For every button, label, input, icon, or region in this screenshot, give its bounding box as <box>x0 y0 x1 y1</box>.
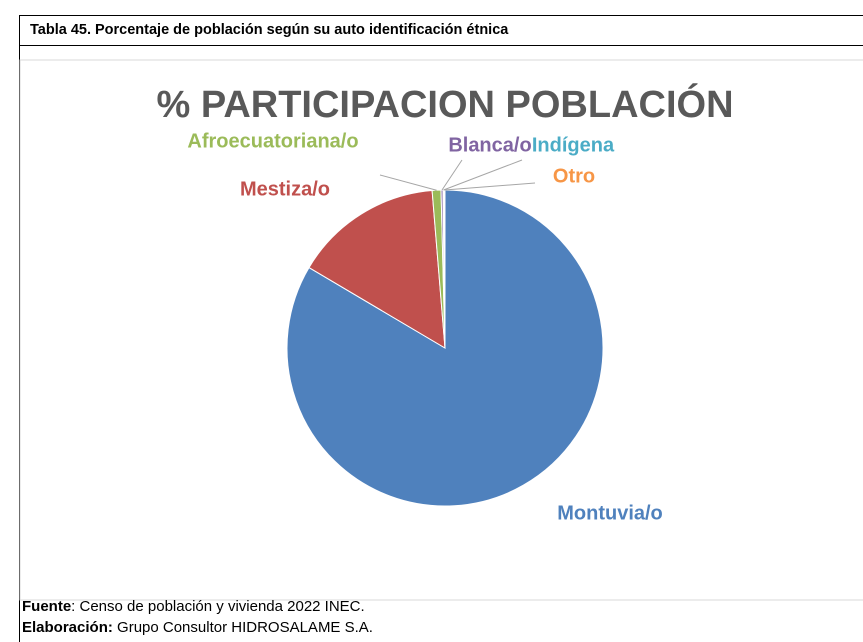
pie-slice <box>308 189 446 349</box>
leader-line <box>441 159 463 191</box>
data-label: Montuvia/o <box>557 502 663 524</box>
source-label: Fuente <box>22 598 72 615</box>
credits-line: Elaboración: Grupo Consultor HIDROSALAME… <box>22 619 373 636</box>
data-label: Afroecuatoriana/o <box>187 130 358 152</box>
data-label: Mestiza/o <box>240 178 330 200</box>
caption-rule <box>19 45 863 46</box>
table-caption: Tabla 45. Porcentaje de población según … <box>30 22 509 38</box>
chart-title: % PARTICIPACION POBLACIÓN <box>156 82 733 126</box>
leader-line <box>443 159 523 191</box>
source-line: Fuente: Censo de población y vivienda 20… <box>22 598 365 615</box>
credits-text: Grupo Consultor HIDROSALAME S.A. <box>112 619 373 636</box>
leader-line <box>379 174 437 191</box>
source-text: : Censo de población y vivienda 2022 INE… <box>71 598 365 615</box>
data-label: Blanca/o <box>448 134 531 156</box>
data-label: Indígena <box>532 134 615 156</box>
leader-line <box>444 182 536 191</box>
data-label: Otro <box>553 165 595 187</box>
chart: % PARTICIPACION POBLACIÓN Montuvia/o Mest… <box>19 59 863 601</box>
credits-label: Elaboración: <box>22 619 113 636</box>
